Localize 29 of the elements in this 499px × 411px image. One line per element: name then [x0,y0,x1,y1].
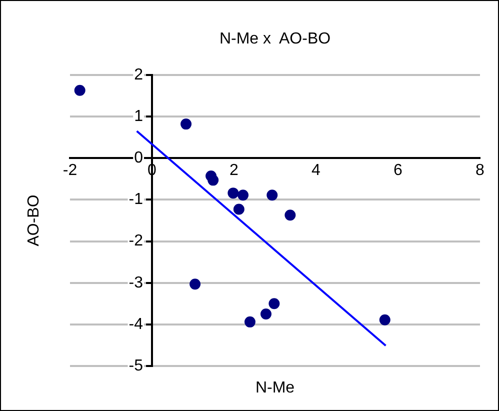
y-tick-label: 1 [134,108,144,125]
x-tick-label: 4 [312,162,321,180]
point [180,118,192,130]
x-tick-label: 8 [476,162,485,180]
y-axis-title: AO-BO [25,194,42,246]
x-tick-label: 2 [230,162,239,180]
point [233,204,244,215]
y-tick-label: -2 [128,232,144,250]
point [74,84,86,96]
point [266,190,278,201]
y-tick-label: -3 [128,274,144,292]
point [190,278,201,290]
y-tick-label: 2 [134,66,144,84]
x-tick-label: -2 [62,162,78,180]
point [244,316,256,328]
y-tick-label: -4 [128,316,144,333]
point [238,190,249,201]
point [268,298,280,310]
x-axis-title: N-Me [255,379,295,396]
chart-title: N-Me x AO-BO [219,30,331,48]
point [379,314,390,326]
point [208,174,219,186]
point [284,210,296,221]
point [260,308,272,320]
y-tick-label: -5 [128,357,144,374]
x-tick-label: 6 [394,162,403,180]
y-tick-label: -1 [128,191,144,208]
y-tick-label: 0 [134,150,144,167]
point [228,188,239,199]
